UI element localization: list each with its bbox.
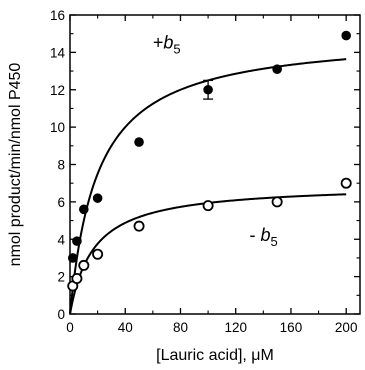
x-tick-label: 200: [335, 320, 358, 335]
data-point-plus-b5: [72, 236, 82, 246]
y-tick-label: 16: [50, 8, 65, 23]
annotation-minus-prefix: -: [250, 225, 261, 245]
data-points-group: [67, 30, 352, 292]
annotation-plus-prefix: +: [153, 33, 164, 53]
data-point-minus-b5: [78, 259, 90, 271]
y-tick-label: 2: [57, 270, 65, 285]
data-point-minus-b5: [92, 248, 104, 260]
y-axis-label: nmol product/min/nmol P450: [7, 63, 24, 267]
fit-curve-minus-b5: [69, 193, 347, 315]
data-point-plus-b5: [67, 253, 78, 263]
x-tick-label: 40: [118, 320, 133, 335]
annotation-minus-sub: 5: [271, 234, 278, 249]
data-point-minus-b5: [340, 177, 352, 189]
axes-group: [69, 14, 361, 315]
x-tick-label: 120: [224, 320, 247, 335]
y-tick-label: 8: [57, 158, 65, 173]
y-tick-label: 10: [50, 120, 65, 135]
y-tick-label: 12: [50, 83, 65, 98]
data-point-minus-b5: [271, 196, 283, 208]
y-tick-label: 0: [57, 307, 65, 322]
data-point-plus-b5: [341, 30, 351, 41]
data-point-minus-b5: [133, 220, 145, 232]
y-tick-label: 6: [57, 195, 65, 210]
annotation-minus-b: b: [261, 225, 271, 245]
annotation-minus-b5: - b5: [250, 225, 278, 249]
x-axis-label: [Lauric acid], μM: [156, 347, 274, 364]
data-point-plus-b5: [272, 64, 282, 74]
data-point-minus-b5: [202, 200, 214, 212]
data-point-plus-b5: [79, 204, 89, 215]
x-axis-label-unit: μM: [251, 347, 274, 364]
x-tick-label: 160: [280, 320, 303, 335]
x-tick-label: 0: [66, 320, 74, 335]
annotation-plus-b5: +b5: [153, 33, 181, 57]
data-point-plus-b5: [92, 193, 103, 203]
data-point-plus-b5: [134, 137, 144, 147]
annotation-plus-sub: 5: [173, 42, 180, 57]
y-tick-label: 4: [57, 232, 65, 247]
data-point-plus-b5: [203, 84, 213, 95]
ticks-group: 0 40 80 120 160 200 0 2 4 6 8 10 12 14 16: [50, 8, 360, 335]
labels-group: nmol product/min/nmol P450 [Lauric acid]…: [7, 33, 278, 364]
annotation-plus-b: b: [163, 33, 173, 53]
data-point-minus-b5: [71, 272, 83, 284]
x-axis-label-text: [Lauric acid],: [156, 347, 251, 364]
x-tick-label: 80: [173, 320, 188, 335]
y-tick-label: 14: [50, 45, 66, 60]
plot-frame: [69, 14, 361, 315]
